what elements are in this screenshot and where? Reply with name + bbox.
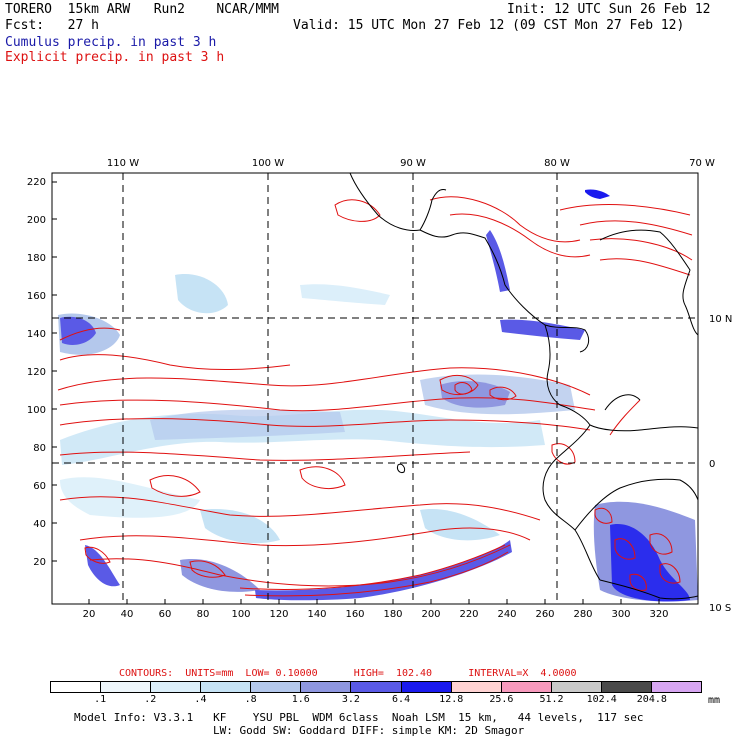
y-tick-label: 140 [27,329,46,340]
color-bar-label: 102.4 [586,694,617,705]
explicit-contours [57,196,693,597]
color-bar-swatch [101,682,152,692]
model-title: TORERO 15km ARW Run2 NCAR/MMM [5,2,279,17]
color-bar-swatch [251,682,302,692]
color-bar-swatch [651,682,702,692]
y-tick-label: 180 [27,253,46,264]
color-bar-swatch [401,682,452,692]
color-bar-label: .4 [194,694,207,705]
precip-shading [58,189,698,602]
x-tick-label: 100 [231,609,250,620]
color-bar-labels: .1 .2 .4 .8 1.6 3.2 6.4 12.8 25.6 51.2 102.4 204.8 [50,695,702,707]
x-tick-label: 120 [269,609,288,620]
color-bar-swatch [201,682,252,692]
y-tick-label: 40 [33,519,46,530]
legend-cumulus: Cumulus precip. in past 3 h [5,35,217,50]
x-tick-label: 280 [573,609,592,620]
color-bar-swatch [151,682,202,692]
color-bar-unit: mm [708,695,721,706]
plot-area [52,173,698,604]
color-bar-label: 1.6 [291,694,310,705]
y-tick-label: 220 [27,177,46,188]
precip-map: 110 W 100 W 90 W 80 W 70 W 10 N 0 10 S 2… [27,158,732,620]
plot-frame [51,172,699,605]
coastlines [349,173,698,600]
x-axis-labels: 20 40 60 80 100 120 140 160 180 200 220 … [83,609,669,620]
color-bar [50,681,702,693]
x-tick-label: 300 [611,609,630,620]
lon-label-80w: 80 W [544,158,570,169]
valid-time: Valid: 15 UTC Mon 27 Feb 12 (09 CST Mon … [293,18,685,33]
x-tick-label: 140 [307,609,326,620]
model-info: Model Info: V3.3.1 KF YSU PBL WDM 6class… [74,711,644,724]
x-tick-label: 60 [159,609,172,620]
y-axis-labels: 220 200 180 160 140 120 100 80 60 40 20 [27,177,46,568]
x-tick-label: 160 [345,609,364,620]
lat-label-10s: 10 S [709,603,731,614]
x-tick-label: 80 [197,609,210,620]
lon-label-110w: 110 W [107,158,139,169]
y-tick-label: 120 [27,367,46,378]
x-tick-label: 320 [649,609,668,620]
color-bar-label: 204.8 [636,694,667,705]
color-bar-label: .1 [94,694,107,705]
y-tick-label: 100 [27,405,46,416]
color-bar-swatch [351,682,402,692]
color-bar-swatch [501,682,552,692]
y-tick-label: 80 [33,443,46,454]
x-tick-label: 220 [459,609,478,620]
color-bar-swatch [301,682,352,692]
lon-label-70w: 70 W [689,158,715,169]
y-tick-label: 60 [33,481,46,492]
x-tick-label: 20 [83,609,96,620]
y-tick-label: 20 [33,557,46,568]
physics-info: LW: Godd SW: Goddard DIFF: simple KM: 2D… [213,724,525,737]
x-tick-label: 200 [421,609,440,620]
y-tick-label: 200 [27,215,46,226]
color-bar-label: 25.6 [489,694,514,705]
x-tick-label: 240 [497,609,516,620]
color-bar-swatch [601,682,652,692]
color-bar-label: 3.2 [341,694,360,705]
color-bar-swatch [551,682,602,692]
y-tick-label: 160 [27,291,46,302]
lat-label-0: 0 [709,459,715,470]
x-tick-label: 180 [383,609,402,620]
color-bar-label: 12.8 [439,694,464,705]
lat-label-10n: 10 N [709,314,732,325]
color-bar-label: 51.2 [539,694,564,705]
x-tick-label: 260 [535,609,554,620]
lon-label-90w: 90 W [400,158,426,169]
legend-explicit: Explicit precip. in past 3 h [5,50,225,65]
lon-label-100w: 100 W [252,158,284,169]
init-time: Init: 12 UTC Sun 26 Feb 12 [507,2,711,17]
tick-marks [52,181,660,604]
color-bar-label: .2 [144,694,157,705]
contour-info: CONTOURS: UNITS=mm LOW= 0.10000 HIGH= 10… [119,668,577,679]
color-bar-swatch [51,682,102,692]
x-tick-label: 40 [121,609,134,620]
forecast-hour: Fcst: 27 h [5,18,99,33]
color-bar-label: 6.4 [392,694,411,705]
color-bar-swatch [451,682,502,692]
color-bar-label: .8 [244,694,257,705]
